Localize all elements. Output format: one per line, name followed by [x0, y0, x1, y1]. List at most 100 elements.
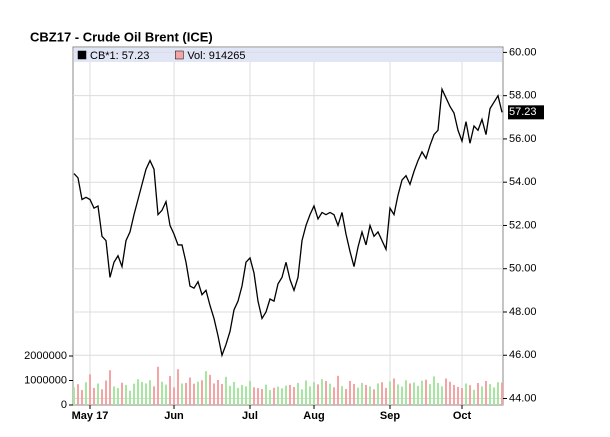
y2-tick-label: 46.00	[509, 349, 537, 361]
volume-bar	[421, 380, 423, 405]
volume-bar	[305, 380, 307, 405]
volume-bar	[425, 379, 427, 405]
volume-bar	[161, 381, 163, 405]
volume-bar	[93, 387, 95, 405]
volume-bar	[385, 387, 387, 405]
volume-bar	[289, 384, 291, 405]
volume-bar	[341, 386, 343, 405]
y-tick-label: 0	[61, 399, 67, 411]
volume-bar	[257, 388, 259, 405]
volume-bar	[165, 384, 167, 405]
volume-bar	[393, 378, 395, 405]
y2-tick-label: 50.00	[509, 263, 537, 275]
y2-tick-label: 54.00	[509, 176, 537, 188]
volume-bar	[473, 389, 475, 405]
volume-bar	[85, 382, 87, 405]
volume-bar	[141, 381, 143, 405]
y2-tick-label: 44.00	[509, 392, 537, 404]
volume-bar	[437, 382, 439, 405]
volume-bar	[73, 387, 75, 405]
volume-bar	[273, 387, 275, 405]
volume-bar	[133, 383, 135, 405]
last-price-label: 57.23	[509, 106, 537, 118]
volume-bar	[345, 389, 347, 405]
volume-bar	[189, 377, 191, 405]
volume-bar	[301, 389, 303, 405]
volume-bar	[129, 390, 131, 405]
volume-bar	[377, 383, 379, 405]
volume-bar	[201, 380, 203, 405]
volume-bar	[109, 370, 111, 405]
volume-bar	[277, 386, 279, 405]
x-tick-label: Jul	[242, 410, 258, 422]
volume-bar	[105, 380, 107, 405]
volume-bar	[217, 380, 219, 405]
volume-bar	[297, 382, 299, 405]
volume-bar	[229, 385, 231, 405]
volume-bar	[449, 381, 451, 405]
volume-bar	[381, 382, 383, 405]
volume-bar	[205, 371, 207, 405]
y2-tick-label: 58.00	[509, 90, 537, 102]
volume-bar	[149, 380, 151, 405]
volume-bar	[369, 386, 371, 405]
volume-bar	[193, 383, 195, 405]
legend-label: CB*1: 57.23	[90, 50, 149, 62]
volume-bar	[97, 383, 99, 405]
x-tick-label: Jun	[164, 410, 184, 422]
legend-swatch	[175, 50, 184, 60]
x-tick-label: Oct	[453, 410, 472, 422]
volume-bar	[237, 387, 239, 405]
volume-bar	[209, 374, 211, 405]
volume-bar	[157, 366, 159, 405]
volume-bar	[121, 382, 123, 405]
volume-bar	[445, 378, 447, 405]
volume-bar	[457, 386, 459, 405]
volume-bar	[225, 376, 227, 405]
volume-bar	[245, 386, 247, 405]
volume-bar	[405, 380, 407, 405]
volume-bar	[137, 379, 139, 405]
volume-bar	[89, 374, 91, 405]
volume-bar	[397, 384, 399, 405]
volume-bar	[441, 386, 443, 405]
price-line	[73, 86, 503, 358]
volume-bar	[497, 382, 499, 405]
volume-bar	[477, 382, 479, 405]
volume-bar	[465, 383, 467, 405]
volume-bar	[261, 389, 263, 405]
volume-bar	[329, 383, 331, 405]
volume-bar	[469, 385, 471, 405]
volume-bar	[313, 382, 315, 405]
volume-bar	[101, 389, 103, 405]
x-tick-label: Aug	[303, 410, 324, 422]
volume-bar	[485, 380, 487, 405]
last-price-box	[508, 105, 544, 120]
legend-label: Vol: 914265	[187, 50, 245, 62]
volume-bar	[269, 390, 271, 405]
volume-bar	[413, 382, 415, 405]
volume-bar	[169, 376, 171, 405]
volume-bar	[501, 382, 503, 405]
volume-bar	[321, 379, 323, 405]
volume-bar	[293, 387, 295, 405]
volume-bar	[117, 388, 119, 405]
legend-swatch	[77, 50, 87, 60]
volume-bar	[185, 382, 187, 405]
volume-bar	[489, 384, 491, 405]
volume-bar	[153, 386, 155, 405]
volume-bar	[357, 387, 359, 405]
volume-bar	[353, 383, 355, 405]
volume-bar	[389, 381, 391, 405]
volume-bar	[361, 382, 363, 405]
volume-bar	[461, 388, 463, 405]
volume-bar	[77, 384, 79, 405]
volume-bar	[181, 383, 183, 405]
volume-bar	[453, 384, 455, 405]
volume-bar	[337, 375, 339, 405]
volume-bar	[145, 383, 147, 405]
volume-bar	[197, 381, 199, 405]
chart-title: CBZ17 - Crude Oil Brent (ICE)	[30, 29, 213, 44]
